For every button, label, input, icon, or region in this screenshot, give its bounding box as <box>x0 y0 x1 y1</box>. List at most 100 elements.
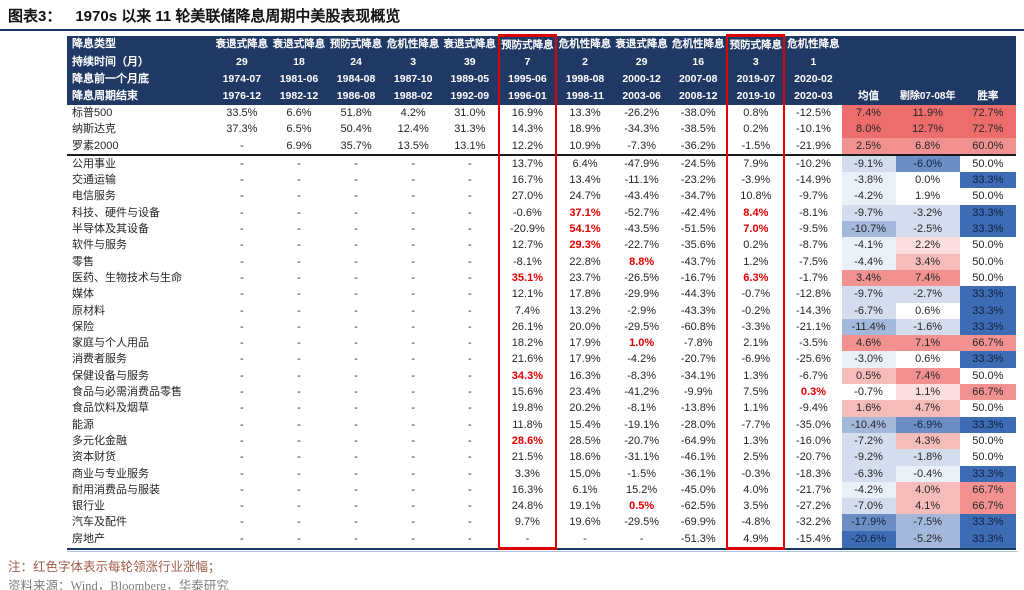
summary-cell: 1.6% <box>841 400 896 417</box>
summary-cell: 6.8% <box>895 137 960 155</box>
value-cell: -3.5% <box>799 337 828 350</box>
value-cell: - <box>327 530 385 550</box>
summary-cell: 66.7% <box>959 384 1016 401</box>
value-cell: 3.3% <box>497 465 557 482</box>
summary-cell: 66.7% <box>959 481 1016 499</box>
cycle-header-cell: 1998-11 <box>555 88 614 105</box>
value-cell: - <box>354 223 358 236</box>
table-row: 公用事业 - - - - -13.7% 6.4% -47.9% -24.5% 7.9% -10.2%… <box>67 153 1016 173</box>
value-cell: -23.2% <box>680 174 716 187</box>
row-label: 房地产 <box>67 530 214 550</box>
value-cell: - <box>613 530 671 550</box>
value-cell: -43.5% <box>624 223 660 236</box>
value-cell: -6.7% <box>799 369 828 382</box>
summary-cell: -7.2% <box>841 432 896 450</box>
header-empty-cell <box>841 54 896 71</box>
value-cell: - <box>411 386 416 399</box>
value-cell: 27.0% <box>497 188 557 205</box>
value-cell: -34.1% <box>680 369 716 382</box>
value-cell: -14.3% <box>796 304 831 317</box>
value-cell: 6.9% <box>286 139 312 152</box>
value-cell: - <box>467 434 472 447</box>
value-cell: - <box>297 255 301 268</box>
row-label: 商业与专业服务 <box>72 467 149 480</box>
value-cell: - <box>467 223 472 236</box>
value-cell: - <box>240 369 244 382</box>
value-cell: -1.5% <box>726 137 786 155</box>
summary-cell: 7.4% <box>895 269 960 287</box>
value-cell: 13.2% <box>569 304 601 317</box>
value-cell: 22.8% <box>569 255 601 268</box>
value-cell: - <box>411 223 416 236</box>
summary-cell: 2.5% <box>841 137 896 155</box>
value-cell: -0.7% <box>726 286 786 303</box>
value-cell: 4.9% <box>726 530 786 550</box>
value-cell: 50.4% <box>340 123 372 136</box>
value-cell: - <box>297 386 301 399</box>
cycle-header-cell: 2003-06 <box>613 88 671 105</box>
summary-cell: 50.0% <box>959 400 1016 417</box>
value-cell: -12.5% <box>796 107 831 119</box>
value-cell: - <box>240 402 244 415</box>
cycle-header-cell: 危机性降息 <box>555 35 614 54</box>
value-cell: 18.9% <box>569 123 601 136</box>
value-cell: -44.3% <box>680 288 716 301</box>
summary-cell: 33.3% <box>959 465 1016 482</box>
summary-cell: 72.7% <box>959 105 1016 122</box>
table-row: 银行业 - - - - - 24.8% 19.1% 0.5% -62.5% 3.5% -27.2% -7… <box>67 498 1016 515</box>
value-cell: 6.4% <box>555 153 614 173</box>
value-cell: - <box>240 190 244 203</box>
summary-cell: -5.2% <box>895 530 960 550</box>
value-cell: 6.3% <box>726 269 786 287</box>
table-row: 商业与专业服务 - - - - - 3.3% 15.0% -1.5% -36.1% -0.3% -18… <box>67 465 1016 482</box>
value-cell: 31.3% <box>454 123 486 136</box>
cycle-header-cell: 7 <box>497 54 557 71</box>
value-cell: - <box>411 206 416 219</box>
summary-cell: -2.7% <box>895 286 960 303</box>
summary-cell: -9.1% <box>841 153 896 173</box>
value-cell: - <box>327 153 385 173</box>
value-cell: - <box>411 500 416 513</box>
value-cell: - <box>240 206 244 219</box>
value-cell: - <box>297 320 301 333</box>
value-cell: - <box>354 434 358 447</box>
summary-cell: -17.9% <box>841 514 896 531</box>
summary-cell: 50.0% <box>959 432 1016 450</box>
value-cell: -38.0% <box>680 107 716 119</box>
value-cell: - <box>354 288 358 301</box>
cycle-header-cell: 1986-08 <box>327 88 385 105</box>
summary-cell: -7.5% <box>895 514 960 531</box>
value-cell: - <box>411 467 416 480</box>
row-label: 公用事业 <box>67 153 214 173</box>
value-cell: 35.7% <box>340 139 372 152</box>
value-cell: -21.7% <box>796 483 831 496</box>
value-cell: 7.0% <box>726 221 786 238</box>
value-cell: 37.3% <box>226 123 258 136</box>
table-row: 医药、生物技术与生命 - - - - - 35.1% 23.7% -26.5% -16.7% 6.3… <box>67 269 1016 287</box>
value-cell: -29.5% <box>624 516 660 529</box>
summary-cell: 0.5% <box>841 367 896 385</box>
value-cell: -43.7% <box>680 255 716 268</box>
value-cell: 16.3% <box>569 369 601 382</box>
row-label: 消费者服务 <box>72 353 127 366</box>
value-cell: - <box>411 271 416 284</box>
value-cell: -10.1% <box>796 123 831 136</box>
value-cell: - <box>467 451 472 464</box>
summary-cell: 50.0% <box>959 367 1016 385</box>
value-cell: 19.1% <box>569 500 601 513</box>
value-cell: -3.3% <box>726 318 786 336</box>
cycle-header-cell: 预防式降息 <box>726 34 786 54</box>
value-cell: 16.7% <box>497 172 557 189</box>
value-cell: - <box>467 174 472 187</box>
value-cell: - <box>240 288 244 301</box>
cycle-header-cell: 危机性降息 <box>670 35 728 54</box>
value-cell: -8.1% <box>497 253 557 270</box>
table-row: 消费者服务 - - - - - 21.6% 17.9% -4.2% -20.7% -6.9% -25.… <box>67 351 1016 368</box>
value-cell: 24.7% <box>569 190 601 203</box>
value-cell: -47.9% <box>613 153 671 173</box>
value-cell: - <box>270 530 328 550</box>
row-label: 交通运输 <box>72 174 116 187</box>
value-cell: 21.5% <box>497 449 557 466</box>
value-cell: - <box>297 500 301 513</box>
summary-cell: 2.2% <box>895 237 960 254</box>
